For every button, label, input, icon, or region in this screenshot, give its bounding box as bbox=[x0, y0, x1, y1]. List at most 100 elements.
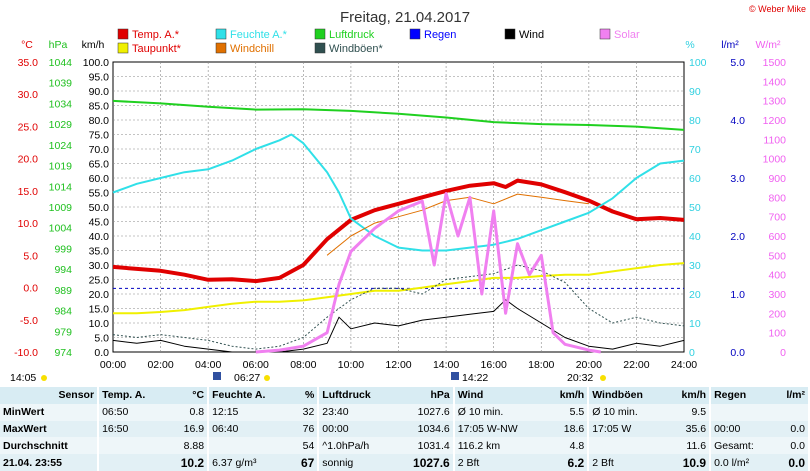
stats-header-0: Sensor bbox=[0, 387, 100, 404]
legend-label-5: Windböen* bbox=[329, 43, 384, 55]
marker-left-time: 14:05 bbox=[10, 372, 36, 384]
tick-wind-18: 10.0 bbox=[89, 318, 110, 330]
legend-label-8: Solar bbox=[614, 29, 640, 41]
tick-wind-6: 70.0 bbox=[89, 144, 110, 156]
axis-unit-solar: W/m² bbox=[755, 39, 781, 51]
stats-cell bbox=[98, 454, 167, 471]
tick-solar-10: 500 bbox=[768, 250, 786, 262]
tick-pressure-11: 989 bbox=[54, 285, 72, 297]
tick-rain-2: 3.0 bbox=[730, 173, 745, 185]
tick-temp-5: 10.0 bbox=[18, 218, 39, 230]
copyright-text: © Weber Mike bbox=[749, 4, 806, 14]
tick-wind-8: 60.0 bbox=[89, 173, 110, 185]
tick-pressure-0: 1044 bbox=[49, 57, 73, 69]
stats-cell: 00:00 bbox=[322, 422, 349, 435]
legend-swatch-7 bbox=[504, 28, 516, 40]
stats-cell: 6.37 g/m³ bbox=[212, 456, 257, 469]
stats-row-label: MinWert bbox=[0, 403, 100, 421]
tick-wind-19: 5.0 bbox=[94, 333, 109, 345]
tick-solar-15: 0 bbox=[780, 347, 786, 359]
tick-wind-13: 35.0 bbox=[89, 246, 110, 258]
legend-swatch-8 bbox=[599, 28, 611, 40]
time-markers: 14:05 06:27 14:22 20:32 bbox=[10, 372, 606, 384]
stats-cell bbox=[710, 404, 774, 421]
moon-icon bbox=[451, 372, 459, 380]
tick-pressure-4: 1024 bbox=[49, 140, 73, 152]
sun-icon-left bbox=[41, 375, 47, 381]
tick-rain-3: 2.0 bbox=[730, 231, 745, 243]
tick-temp-9: -10.0 bbox=[14, 347, 38, 359]
tick-wind-20: 0.0 bbox=[94, 347, 109, 359]
tick-wind-4: 80.0 bbox=[89, 115, 110, 127]
tick-solar-0: 1500 bbox=[763, 57, 787, 69]
tick-humidity-5: 50 bbox=[689, 202, 701, 214]
axis-unit-humidity: % bbox=[685, 39, 694, 51]
tick-rain-4: 1.0 bbox=[730, 289, 745, 301]
stats-row-label: MaxWert bbox=[0, 420, 100, 438]
tick-time-12: 24:00 bbox=[671, 359, 697, 371]
series-line-6 bbox=[112, 299, 685, 353]
tick-wind-15: 25.0 bbox=[89, 275, 110, 287]
stats-cell: 5.5 bbox=[545, 403, 590, 421]
tick-solar-13: 200 bbox=[768, 308, 786, 320]
tick-solar-9: 600 bbox=[768, 231, 786, 243]
stats-cell: ^1.0hPa/h bbox=[322, 439, 370, 452]
marker-sunset-time: 20:32 bbox=[567, 372, 593, 384]
stats-cell: 32 bbox=[290, 403, 320, 421]
tick-time-6: 12:00 bbox=[385, 359, 411, 371]
tick-solar-11: 400 bbox=[768, 270, 786, 282]
stats-cell: 1031.4 bbox=[394, 437, 455, 455]
tick-pressure-14: 974 bbox=[54, 347, 72, 359]
stats-cell: 10.9 bbox=[667, 454, 712, 471]
tick-pressure-12: 984 bbox=[54, 306, 72, 318]
stats-cell: 12:15 bbox=[212, 406, 239, 419]
stats-cell: 67 bbox=[290, 454, 320, 471]
stats-header-12: l/m² bbox=[773, 387, 810, 404]
tick-wind-0: 100.0 bbox=[83, 57, 109, 69]
legend-swatch-5 bbox=[314, 42, 326, 54]
stats-cell: 17:05 W bbox=[592, 422, 632, 435]
stats-cell: 16.9 bbox=[166, 420, 210, 438]
legend-label-2: Feuchte A.* bbox=[230, 29, 288, 41]
stats-cell: 1027.6 bbox=[394, 454, 455, 471]
stats-cell: 00:00 bbox=[714, 422, 741, 435]
tick-time-0: 00:00 bbox=[100, 359, 126, 371]
legend-swatch-1 bbox=[117, 42, 129, 54]
tick-humidity-9: 10 bbox=[689, 318, 701, 330]
statistics-table: Sensor Temp. A. °C Feuchte A.% Luftdruck hPa W… bbox=[0, 387, 810, 471]
chart-title: Freitag, 21.04.2017 bbox=[340, 9, 470, 26]
stats-row: Durchschnitt 8.88 54 ^1.0hPa/h 1031.4 116.2 k… bbox=[0, 437, 810, 455]
tick-temp-7: 0.0 bbox=[23, 283, 38, 295]
marker-sunrise-time: 06:27 bbox=[234, 372, 260, 384]
legend-swatch-4 bbox=[314, 28, 326, 40]
tick-humidity-7: 30 bbox=[689, 260, 701, 272]
tick-rain-5: 0.0 bbox=[730, 347, 745, 359]
tick-time-5: 10:00 bbox=[338, 359, 364, 371]
stats-row: MaxWert 16:50 16.9 06:40 76 00:00 1034.6 17:05 … bbox=[0, 420, 810, 438]
stats-cell: 10.2 bbox=[166, 454, 210, 471]
stats-cell bbox=[98, 437, 167, 454]
tick-humidity-8: 20 bbox=[689, 289, 701, 301]
tick-humidity-10: 0 bbox=[689, 347, 695, 359]
stats-cell: 0.0 bbox=[773, 454, 810, 471]
legend-label-4: Luftdruck bbox=[329, 29, 375, 41]
tick-temp-3: 20.0 bbox=[18, 154, 39, 166]
tick-wind-16: 20.0 bbox=[89, 289, 110, 301]
stats-cell: 11.6 bbox=[667, 437, 712, 455]
stats-header-4: % bbox=[290, 387, 320, 404]
tick-rain-1: 4.0 bbox=[730, 115, 745, 127]
stats-header-6: hPa bbox=[394, 387, 455, 404]
weather-chart: Freitag, 21.04.2017 © Weber Mike Temp. A… bbox=[10, 4, 806, 384]
stats-cell: 1027.6 bbox=[394, 403, 455, 421]
tick-rain-0: 5.0 bbox=[730, 57, 745, 69]
stats-cell: sonnig bbox=[322, 456, 354, 469]
stats-row-label: Durchschnitt bbox=[0, 437, 100, 455]
tick-temp-6: 5.0 bbox=[23, 250, 38, 262]
tick-solar-6: 900 bbox=[768, 173, 786, 185]
tick-wind-12: 40.0 bbox=[89, 231, 110, 243]
stats-cell: 17:05 W-NW bbox=[457, 422, 518, 435]
tick-wind-2: 90.0 bbox=[89, 86, 110, 98]
stats-cell: 0.0 bbox=[773, 437, 810, 455]
tick-pressure-3: 1029 bbox=[49, 119, 73, 131]
tick-wind-7: 65.0 bbox=[89, 159, 110, 171]
